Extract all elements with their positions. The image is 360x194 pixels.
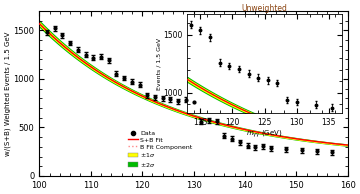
Legend: Data, S+B Fit, B Fit Component, $\pm1\sigma$, $\pm2\sigma$: Data, S+B Fit, B Fit Component, $\pm1\si… bbox=[126, 128, 195, 171]
Y-axis label: w/(S+B) Weighted Events / 1.5 GeV: w/(S+B) Weighted Events / 1.5 GeV bbox=[4, 31, 11, 156]
